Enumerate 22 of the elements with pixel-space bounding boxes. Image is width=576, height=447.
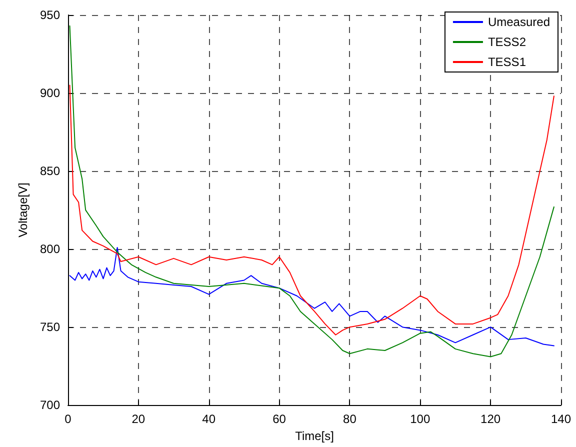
x-tick-label: 0 xyxy=(64,412,72,426)
y-tick-label: 850 xyxy=(40,164,60,178)
line-series xyxy=(69,25,554,358)
y-tick-label: 800 xyxy=(40,242,60,256)
legend-label: Umeasured xyxy=(488,15,550,29)
y-tick-label: 950 xyxy=(40,8,60,22)
legend-label: TESS1 xyxy=(488,55,526,69)
line-series xyxy=(69,84,554,336)
x-tick-label: 120 xyxy=(480,412,501,426)
x-tick-label: 80 xyxy=(343,412,357,426)
y-axis-title: Voltage[V] xyxy=(16,182,30,238)
y-tick-label: 750 xyxy=(40,320,60,334)
x-tick-label: 100 xyxy=(410,412,430,426)
legend-label: TESS2 xyxy=(488,35,526,49)
x-tick-label: 20 xyxy=(132,412,146,426)
x-tick-label: 60 xyxy=(272,412,286,426)
x-tick-label: 140 xyxy=(550,412,572,426)
line-series xyxy=(69,247,554,346)
x-axis-title: Time[s] xyxy=(295,429,334,443)
y-tick-label: 700 xyxy=(40,398,60,412)
x-tick-label: 40 xyxy=(202,412,216,426)
y-tick-label: 900 xyxy=(40,86,60,100)
